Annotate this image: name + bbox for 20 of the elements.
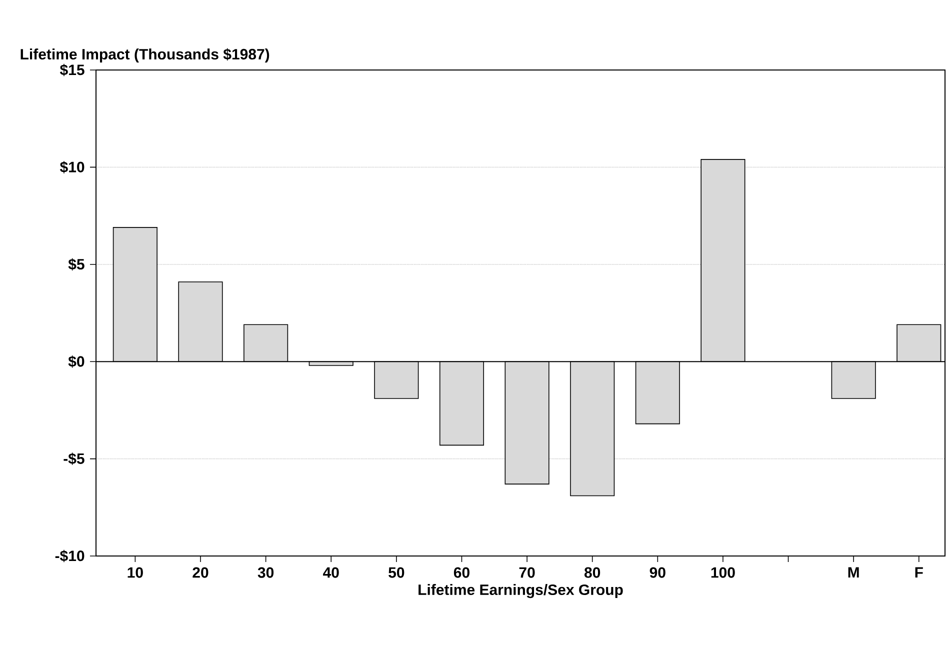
- x-axis-title: Lifetime Earnings/Sex Group: [418, 584, 623, 598]
- x-tick-label: 100: [711, 567, 735, 578]
- x-tick-label: M: [848, 567, 859, 578]
- y-tick-label: -$10: [55, 550, 84, 562]
- x-tick-label: 90: [650, 567, 666, 578]
- x-tick-label: 70: [519, 567, 535, 578]
- x-tick-label: 10: [128, 567, 143, 578]
- y-tick-label: $0: [68, 355, 84, 368]
- y-tick-label: $10: [60, 161, 84, 174]
- x-tick-label: 50: [388, 567, 404, 578]
- x-tick-label: 30: [258, 567, 274, 578]
- y-tick-label: $15: [60, 64, 84, 76]
- y-tick-label: -$5: [64, 452, 84, 465]
- x-tick-label: F: [915, 567, 923, 578]
- x-tick-label: 40: [323, 567, 339, 578]
- y-axis-title: Lifetime Impact (Thousands $1987): [20, 48, 270, 63]
- y-tick-label: $5: [68, 258, 84, 271]
- x-tick-label: 20: [192, 567, 208, 578]
- x-tick-label: 80: [584, 567, 600, 578]
- x-tick-label: 60: [454, 567, 470, 578]
